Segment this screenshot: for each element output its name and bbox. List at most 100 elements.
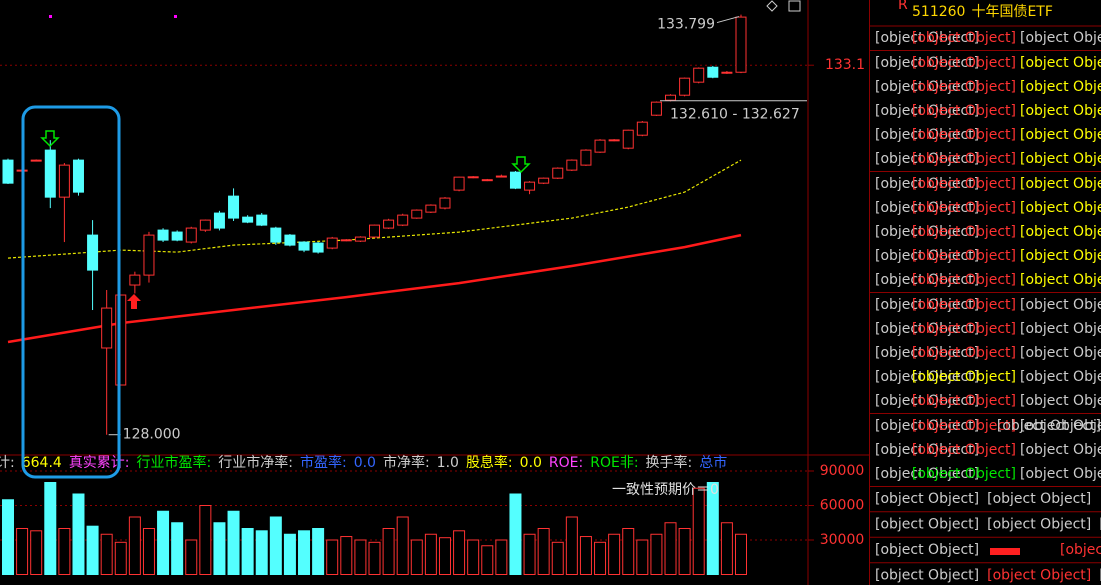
indicator-text: 总市 <box>699 454 727 471</box>
candle-body <box>72 159 84 193</box>
panel-text: [object Object] <box>1099 517 1101 533</box>
panel-text: [object Object] <box>875 568 979 584</box>
volume-bar <box>537 528 550 575</box>
panel-value: [object Object] <box>912 248 1016 264</box>
candle-body <box>44 149 56 198</box>
candle-body <box>30 159 42 162</box>
volume-bar <box>171 522 184 575</box>
candle-body <box>552 167 564 179</box>
volume-bar <box>382 528 395 575</box>
volume-bar <box>720 522 733 575</box>
sell-signal <box>511 156 531 174</box>
candle-body <box>369 224 380 238</box>
indicator-text: 股息率: <box>466 454 513 471</box>
panel-label: [object Object] <box>1020 466 1101 482</box>
candle-body <box>199 219 211 231</box>
panel-label: [object Object] <box>1020 151 1101 167</box>
panel-label: [object Object] <box>875 418 979 434</box>
volume-bar <box>227 510 240 575</box>
candle-body <box>101 307 113 349</box>
candle-body <box>509 171 521 189</box>
volume-bar <box>692 487 705 575</box>
panel-value: [object Object] <box>912 272 1016 288</box>
volume-bar <box>735 533 747 575</box>
panel-value: [object Object] <box>912 442 1016 458</box>
volume-bar <box>128 516 141 575</box>
quote-panel: R 511260 十年国债ETF[object Object][object Obj… <box>870 0 1101 584</box>
candle-body <box>467 176 479 179</box>
diamond-icon[interactable] <box>766 0 778 12</box>
marker-dot <box>49 15 52 18</box>
volume-bar <box>44 482 57 575</box>
panel-text: [object Object] <box>875 491 979 507</box>
panel-value: [object Object] <box>912 393 1016 409</box>
volume-bar <box>579 536 592 575</box>
candle-body <box>721 71 733 74</box>
panel-label: [object Object] <box>875 30 979 46</box>
panel-value: [object Object] <box>912 103 1016 119</box>
panel-label: [object Object] <box>1020 103 1101 119</box>
volume-bar <box>594 541 607 575</box>
panel-label: [object Object] <box>875 103 979 119</box>
panel-label: [object Object] <box>1020 321 1101 337</box>
volume-bar <box>142 528 155 575</box>
y-tick-label: 90000 <box>820 463 865 479</box>
volume-bar <box>396 516 409 575</box>
buy-signal <box>127 294 141 309</box>
panel-label: [object Object] <box>1020 224 1101 240</box>
panel-value: [object Object] <box>912 151 1016 167</box>
panel-label: [object Object] <box>1020 79 1101 95</box>
volume-bar <box>72 493 85 575</box>
price-pane: 133.799 132.610 - 132.627 128.000 计: 664.4 真实… <box>0 14 807 471</box>
indicator-text: ROE非: <box>590 455 638 471</box>
candle-body <box>270 227 282 243</box>
low-label: 128.000 <box>123 427 181 443</box>
candle-body <box>157 229 169 241</box>
y-tick-label: 30000 <box>820 532 865 548</box>
candle-body <box>524 181 536 191</box>
panel-text: [object Object] <box>987 517 1091 533</box>
candle-body <box>453 176 465 191</box>
indicator-text: 0.0 <box>354 455 376 471</box>
candle-body <box>580 149 592 166</box>
candle-body <box>665 94 677 101</box>
candle-body <box>213 212 225 229</box>
panel-label: [object Object] <box>875 442 979 458</box>
volume-bar <box>509 493 522 575</box>
volume-bar <box>523 533 536 575</box>
panel-text: [object Object] <box>1060 542 1101 558</box>
sell-signal <box>40 130 60 148</box>
candle-body <box>622 129 634 149</box>
panel-label: [object Object] <box>875 176 979 192</box>
panel-label: [object Object] <box>1020 442 1101 458</box>
panel-value: [object Object] <box>912 345 1016 361</box>
candle-body <box>707 66 719 78</box>
indicator-text: 真实累计: <box>69 455 130 471</box>
volume-bar <box>269 516 282 575</box>
panel-label: [object Object] <box>1020 272 1101 288</box>
panel-label: [object Object] <box>875 321 979 337</box>
candle-body <box>242 216 254 223</box>
volume-bar <box>467 539 480 575</box>
volume-bar <box>213 522 226 575</box>
indicator-text: 664.4 <box>22 455 62 471</box>
panel-value: [object Object] <box>912 297 1016 313</box>
window-icon[interactable] <box>788 0 801 12</box>
security-code: 511260 <box>912 4 965 20</box>
panel-value: [object Object] <box>997 418 1101 434</box>
candle-body <box>425 204 437 213</box>
candle-body <box>439 197 451 209</box>
volume-bar <box>622 528 635 575</box>
y-tick-label: 60000 <box>820 498 865 514</box>
volume-bar <box>438 537 451 576</box>
candle-body <box>354 236 366 242</box>
panel-label: [object Object] <box>1020 127 1101 143</box>
candle-body <box>608 139 620 142</box>
volume-bar <box>283 533 296 575</box>
indicator-text: ROE: <box>549 455 583 471</box>
panel-value: [object Object] <box>912 79 1016 95</box>
panel-value: [object Object] <box>912 321 1016 337</box>
panel-label: [object Object] <box>875 466 979 482</box>
